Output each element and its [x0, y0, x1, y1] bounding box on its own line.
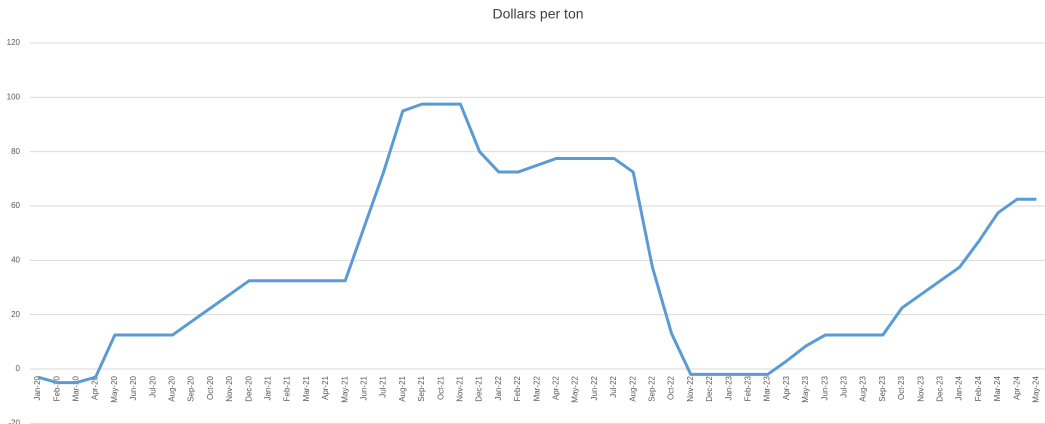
x-tick-label: Dec-21 — [475, 375, 484, 401]
x-tick-label: Sep-22 — [648, 375, 657, 401]
x-tick-label: Aug-20 — [168, 375, 177, 401]
x-tick-label: Jun-22 — [590, 375, 599, 400]
x-tick-label: Jul-22 — [609, 375, 618, 397]
x-tick-label: Oct-20 — [206, 375, 215, 400]
x-tick-label: Jan-21 — [264, 375, 273, 400]
x-tick-label: Feb-21 — [283, 375, 292, 401]
x-tick-label: Aug-23 — [859, 375, 868, 401]
x-tick-label: Aug-22 — [628, 375, 637, 401]
x-tick-label: Jun-21 — [360, 375, 369, 400]
line-series — [37, 102, 1037, 385]
x-tick-label: Jan-24 — [955, 375, 964, 400]
x-tick-label: Nov-21 — [456, 375, 465, 401]
x-tick-label: Sep-20 — [187, 375, 196, 401]
x-tick-label: Dec-22 — [705, 375, 714, 401]
x-tick-label: Mar-23 — [763, 375, 772, 401]
y-tick-label: 120 — [7, 38, 21, 47]
x-tick-label: Mar-24 — [993, 375, 1002, 401]
y-tick-label: 60 — [11, 201, 20, 210]
y-tick-label: 0 — [16, 364, 21, 373]
x-tick-label: Apr-22 — [552, 375, 561, 400]
x-tick-label: Jul-21 — [379, 375, 388, 397]
x-tick-label: Feb-20 — [52, 375, 61, 401]
x-tick-label: May-23 — [801, 375, 810, 402]
x-tick-label: Feb-22 — [513, 375, 522, 401]
x-tick-label: Feb-23 — [744, 375, 753, 401]
x-tick-label: Jan-23 — [724, 375, 733, 400]
y-tick-label: -20 — [8, 418, 20, 424]
x-tick-label: Apr-20 — [91, 375, 100, 400]
y-tick-label: 100 — [7, 92, 21, 101]
y-tick-label: 80 — [11, 147, 20, 156]
x-tick-label: Apr-21 — [321, 375, 330, 400]
x-tick-label: Dec-20 — [244, 375, 253, 401]
x-tick-label: Nov-23 — [916, 375, 925, 401]
x-tick-label: Jan-22 — [494, 375, 503, 400]
y-tick-label: 40 — [11, 255, 20, 264]
x-tick-label: Aug-21 — [398, 375, 407, 401]
x-tick-label: Oct-21 — [436, 375, 445, 400]
x-tick-label: May-21 — [340, 375, 349, 402]
x-tick-label: Nov-20 — [225, 375, 234, 401]
x-tick-label: May-20 — [110, 375, 119, 402]
x-tick-label: Jul-23 — [840, 375, 849, 397]
y-tick-label: 20 — [11, 310, 20, 319]
x-tick-label: Jan-20 — [33, 375, 42, 400]
x-tick-label: May-24 — [1032, 375, 1041, 402]
x-tick-label: May-22 — [571, 375, 580, 402]
x-tick-label: Jun-20 — [129, 375, 138, 400]
x-tick-label: Oct-22 — [667, 375, 676, 400]
x-tick-label: Jul-20 — [148, 375, 157, 397]
x-tick-label: Dec-23 — [936, 375, 945, 401]
x-tick-label: Mar-21 — [302, 375, 311, 401]
x-tick-label: Jun-23 — [820, 375, 829, 400]
x-tick-label: Oct-23 — [897, 375, 906, 400]
x-tick-label: Apr-23 — [782, 375, 791, 400]
x-tick-label: Sep-23 — [878, 375, 887, 401]
chart-title: Dollars per ton — [492, 6, 583, 22]
x-tick-label: Feb-24 — [974, 375, 983, 401]
x-tick-label: Nov-22 — [686, 375, 695, 401]
x-tick-label: Apr-24 — [1012, 375, 1021, 400]
x-tick-label: Mar-20 — [72, 375, 81, 401]
x-tick-label: Mar-22 — [532, 375, 541, 401]
x-tick-label: Sep-21 — [417, 375, 426, 401]
